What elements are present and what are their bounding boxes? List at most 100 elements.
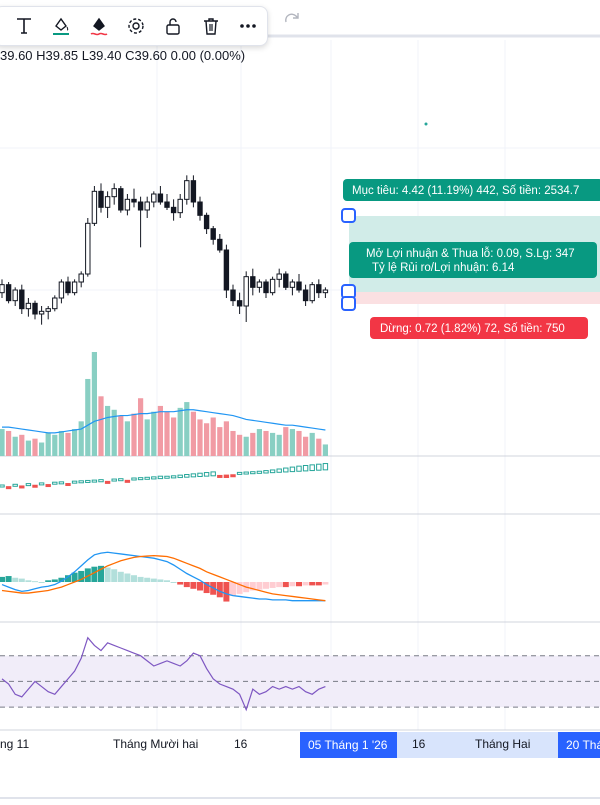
volume-bar bbox=[217, 427, 223, 456]
mini-bar bbox=[151, 476, 157, 480]
macd-histogram-bar bbox=[104, 567, 111, 582]
time-axis[interactable]: ng 11 Tháng Mười hai 16 05 Tháng 1 '26 1… bbox=[0, 732, 600, 799]
candle-body bbox=[263, 281, 269, 294]
macd-line bbox=[1, 551, 326, 602]
candlestick-series bbox=[0, 175, 329, 325]
volume-bar bbox=[171, 417, 177, 456]
settings-button[interactable] bbox=[117, 8, 154, 44]
ohlc-low: L39.40 bbox=[81, 48, 122, 63]
mini-bar bbox=[19, 485, 25, 489]
target-handle[interactable] bbox=[341, 208, 356, 223]
candle-body bbox=[296, 281, 302, 291]
candle-body bbox=[184, 180, 190, 200]
macd-histogram-bar bbox=[38, 582, 45, 583]
mini-bar bbox=[223, 474, 230, 479]
mini-bar bbox=[230, 474, 236, 478]
volume-bar bbox=[58, 430, 64, 456]
more-dots-icon bbox=[240, 24, 257, 28]
macd-histogram-bar bbox=[58, 577, 65, 582]
redo-arrow-icon[interactable] bbox=[282, 8, 302, 28]
candle-body bbox=[223, 249, 230, 291]
macd-histogram-bar bbox=[164, 580, 170, 582]
mini-bar bbox=[144, 476, 150, 480]
x-label-16a: 16 bbox=[234, 737, 248, 751]
candle-body bbox=[131, 198, 137, 203]
volume-bar bbox=[72, 429, 78, 456]
mini-bar bbox=[71, 480, 78, 484]
x-label-nov: ng 11 bbox=[0, 737, 29, 751]
settings-gear-icon bbox=[128, 18, 144, 34]
macd-histogram-bar bbox=[51, 579, 58, 582]
macd-histogram-bar bbox=[111, 569, 118, 582]
mini-bar bbox=[256, 470, 263, 474]
macd-histogram-bar bbox=[296, 582, 302, 587]
delete-button[interactable] bbox=[192, 8, 229, 44]
macd-histogram-bar bbox=[45, 580, 52, 582]
candle-body bbox=[137, 201, 144, 211]
mini-oscillator-series bbox=[0, 463, 329, 490]
ohlc-change: 0.00 (0.00%) bbox=[170, 48, 246, 63]
candle-body bbox=[78, 273, 84, 283]
macd-histogram-bar bbox=[223, 582, 230, 602]
grid bbox=[0, 40, 600, 730]
volume-bar bbox=[124, 421, 130, 456]
mini-bar bbox=[184, 474, 190, 478]
line-color-button[interactable] bbox=[80, 8, 117, 44]
mini-bar bbox=[52, 481, 58, 485]
center-line1: Mở Lợi nhuận & Thua lỗ: 0.09, S.Lg: 347 bbox=[366, 247, 575, 260]
mini-bar bbox=[91, 479, 98, 483]
text-tool-icon bbox=[16, 18, 31, 34]
volume-bar bbox=[111, 409, 117, 456]
ohlc-open-tail: 39.60 bbox=[0, 48, 33, 63]
macd-histogram-bar bbox=[144, 577, 151, 582]
macd-histogram-bar bbox=[32, 581, 38, 583]
candle-body bbox=[302, 289, 309, 302]
candle-body bbox=[118, 188, 124, 211]
mini-bar bbox=[177, 474, 183, 479]
ohlc-legend: 39.60 H39.85 L39.40 C39.60 0.00 (0.00%) bbox=[0, 48, 245, 63]
volume-bar bbox=[12, 436, 18, 456]
volume-bar bbox=[131, 413, 137, 456]
target-badge bbox=[343, 179, 600, 201]
rsi-line bbox=[1, 636, 326, 712]
macd-histogram-bar bbox=[269, 582, 276, 588]
candle-body bbox=[58, 281, 65, 299]
macd-histogram-bar bbox=[177, 582, 184, 585]
candle-body bbox=[210, 228, 216, 240]
more-button[interactable] bbox=[230, 8, 267, 44]
text-tool-button[interactable] bbox=[5, 8, 42, 44]
stop-badge bbox=[370, 317, 588, 339]
position-tool[interactable]: Mục tiêu: 4.42 (11.19%) 442, Số tiền: 25… bbox=[341, 122, 600, 340]
candle-body bbox=[151, 193, 157, 203]
lock-button[interactable] bbox=[155, 8, 192, 44]
candle-body bbox=[309, 284, 315, 302]
mini-bar bbox=[12, 483, 18, 487]
candle-body bbox=[230, 289, 236, 302]
mini-bar bbox=[217, 474, 223, 478]
mini-bar bbox=[78, 480, 84, 484]
x-highlight-end-box bbox=[558, 732, 600, 758]
stop-zone[interactable] bbox=[349, 292, 600, 304]
fill-color-icon bbox=[53, 17, 70, 35]
candle-body bbox=[65, 281, 71, 294]
center-badge bbox=[349, 242, 597, 278]
macd-histogram-bar bbox=[276, 582, 283, 588]
macd-histogram-bar bbox=[309, 582, 316, 586]
fill-color-button[interactable] bbox=[42, 8, 79, 44]
stop-handle[interactable] bbox=[341, 296, 356, 311]
volume-bar bbox=[316, 438, 322, 456]
volume-bar bbox=[223, 421, 229, 456]
macd-histogram-bar bbox=[91, 566, 98, 582]
x-label-end: 20 Tháng bbox=[566, 738, 600, 752]
mini-bar bbox=[0, 484, 5, 488]
mini-bar bbox=[111, 478, 117, 482]
macd-histogram-bar bbox=[117, 571, 124, 582]
mini-bar bbox=[309, 464, 315, 472]
volume-bar bbox=[19, 434, 25, 456]
macd-histogram-bar bbox=[203, 582, 210, 594]
target-label: Mục tiêu: 4.42 (11.19%) 442, Số tiền: 25… bbox=[352, 185, 579, 197]
volume-bar bbox=[263, 430, 269, 456]
volume-bar bbox=[322, 444, 328, 456]
